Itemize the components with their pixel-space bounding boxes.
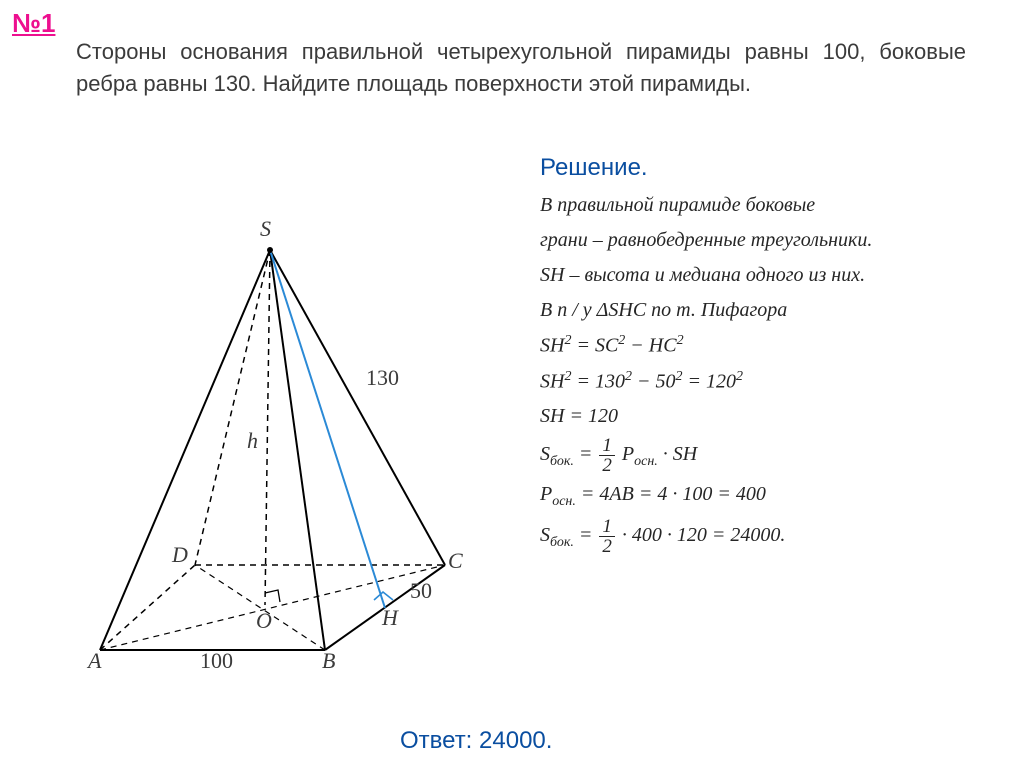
problem-statement: Стороны основания правильной четырехугол…: [76, 36, 966, 100]
label-O: O: [256, 608, 272, 634]
math-line: Sбок. = 12 · 400 · 120 = 24000.: [540, 517, 1000, 556]
pyramid-diagram: S A B C D O H h 130 100 50: [60, 210, 490, 680]
solution-line: SH – высота и медиана одного из них.: [540, 260, 1000, 291]
label-S: S: [260, 216, 271, 242]
solution-line: В п / у ΔSHC по т. Пифагора: [540, 295, 1000, 326]
solution-title: Решение.: [540, 154, 648, 182]
math-line: SH2 = SC2 − HC2: [540, 330, 1000, 362]
answer-line: Ответ: 24000.: [400, 727, 552, 755]
label-H: H: [382, 605, 398, 631]
math-line: Pосн. = 4AB = 4 · 100 = 400: [540, 479, 1000, 513]
label-C: C: [448, 548, 463, 574]
math-line: SH2 = 1302 − 502 = 1202: [540, 366, 1000, 398]
label-A: A: [88, 648, 101, 674]
solution-line: грани – равнобедренные треугольники.: [540, 225, 1000, 256]
label-100: 100: [200, 648, 233, 674]
math-line: SH = 120: [540, 401, 1000, 432]
problem-number: №1: [12, 8, 55, 39]
label-130: 130: [366, 365, 399, 391]
math-line: Sбок. = 12 Pосн. · SH: [540, 436, 1000, 475]
label-50: 50: [410, 578, 432, 604]
label-h: h: [247, 428, 258, 454]
solution-line: В правильной пирамиде боковые: [540, 190, 1000, 221]
solution-body: В правильной пирамиде боковые грани – ра…: [540, 190, 1000, 560]
label-B: B: [322, 648, 335, 674]
label-D: D: [172, 542, 188, 568]
pyramid-svg: [60, 210, 490, 680]
